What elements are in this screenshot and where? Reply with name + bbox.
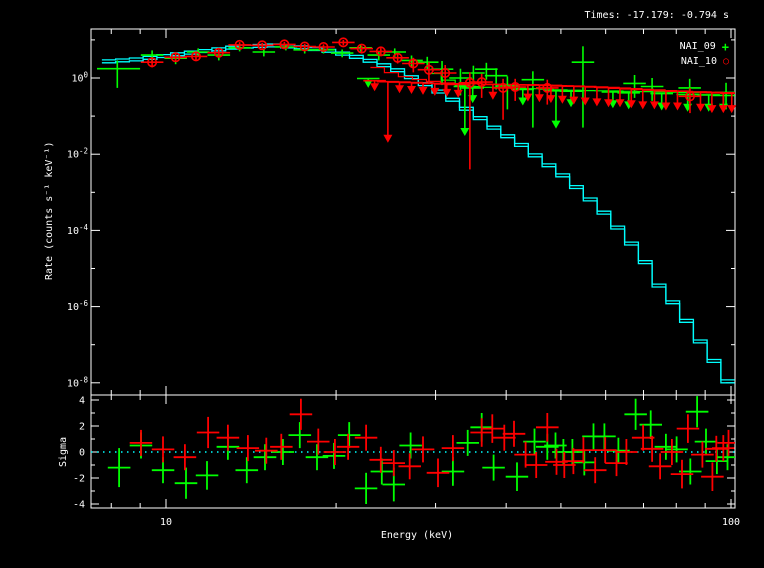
svg-text:100: 100	[722, 517, 740, 528]
tick-labels: 10 100 100 10-2 10-4 10-6 10-8 4 2 0 -2 -4	[67, 71, 740, 529]
rate-axis-label: Rate (counts s⁻¹ keV⁻¹)	[44, 141, 55, 280]
plus-marker-icon: +	[721, 39, 729, 54]
sigma-axis-label: Sigma	[58, 436, 69, 467]
legend: NAI_09 + NAI_10 ○	[680, 40, 729, 68]
nai10-series	[140, 37, 737, 170]
svg-text:-4: -4	[73, 500, 85, 511]
svg-text:0: 0	[79, 448, 85, 459]
axes-frame	[90, 28, 736, 509]
svg-text:2: 2	[79, 422, 85, 433]
svg-text:10-2: 10-2	[67, 147, 88, 161]
svg-text:4: 4	[79, 396, 85, 407]
svg-text:-2: -2	[73, 474, 85, 485]
legend-label-nai09: NAI_09	[679, 41, 716, 52]
svg-text:10-8: 10-8	[67, 375, 89, 389]
circle-marker-icon: ○	[722, 55, 729, 67]
axis-ticks	[91, 29, 735, 508]
legend-item-nai09: NAI_09 +	[680, 40, 729, 53]
legend-item-nai10: NAI_10 ○	[681, 55, 729, 68]
svg-text:10-6: 10-6	[67, 299, 89, 313]
nai09-residuals	[107, 396, 735, 504]
model-histogram	[101, 43, 735, 384]
legend-label-nai10: NAI_10	[680, 56, 717, 67]
svg-text:100: 100	[71, 71, 88, 85]
plot-title: Times: -17.179: -0.794 s	[584, 10, 730, 21]
nai10-residuals	[129, 398, 735, 491]
svg-text:10: 10	[160, 517, 172, 528]
energy-axis-label: Energy (keV)	[380, 530, 454, 541]
svg-text:10-4: 10-4	[67, 223, 89, 237]
